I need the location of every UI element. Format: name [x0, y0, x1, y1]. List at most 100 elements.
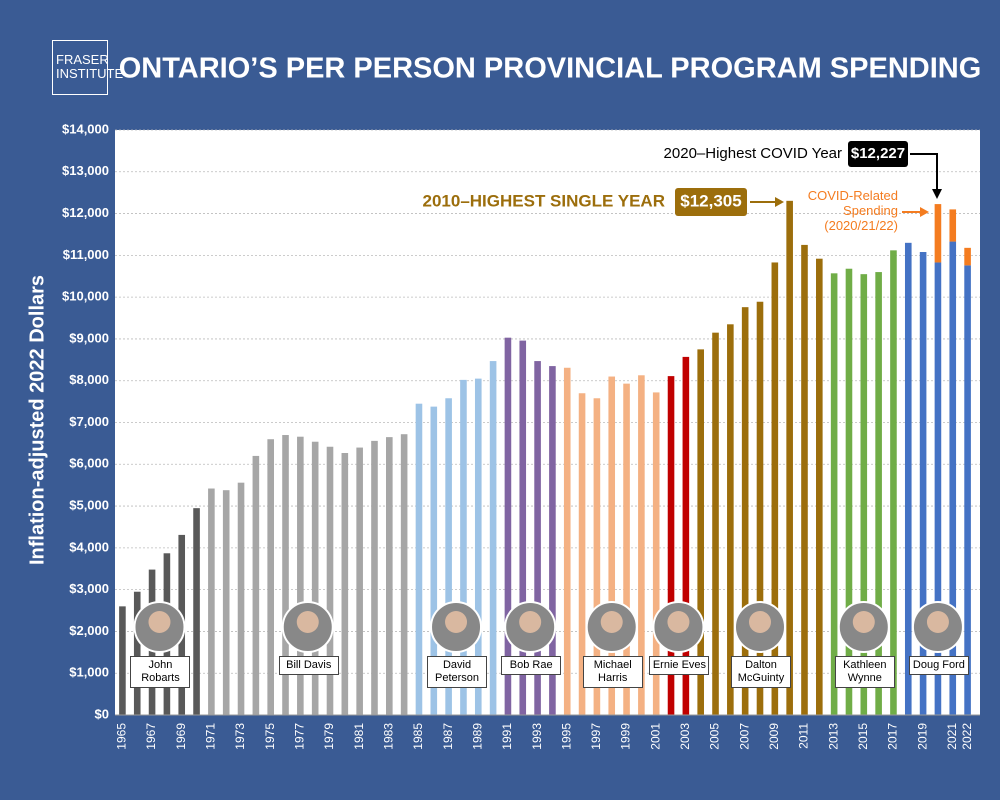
- bar: [875, 272, 882, 715]
- bar: [860, 274, 868, 715]
- bar: [415, 403, 423, 715]
- x-tick-label: 1999: [619, 723, 633, 750]
- bar: [311, 441, 319, 715]
- bar: [904, 242, 912, 716]
- y-tick-label: $2,000: [69, 623, 109, 638]
- x-tick-label: 2003: [678, 723, 692, 750]
- bar: [578, 393, 586, 715]
- bar: [593, 398, 601, 715]
- x-tick-label: 2015: [856, 723, 870, 750]
- x-tick-label: 1983: [381, 723, 395, 750]
- x-tick-label: 2013: [826, 723, 840, 750]
- annotation-value: $12,305: [680, 191, 741, 210]
- bar: [667, 376, 675, 715]
- premier-name: Bob Rae: [501, 656, 562, 675]
- x-tick-label: 1993: [530, 723, 544, 750]
- bar: [697, 349, 704, 715]
- arrow: [910, 153, 938, 192]
- bar: [549, 366, 556, 715]
- y-axis-label: Inflation-adjusted 2022 Dollars: [26, 275, 48, 565]
- portrait-face: [852, 611, 875, 633]
- x-tick-label: 1981: [352, 723, 366, 750]
- y-tick-label: $7,000: [69, 414, 109, 429]
- bar: [890, 250, 897, 716]
- x-tick-label: 1977: [293, 723, 307, 750]
- x-tick-label: 1971: [204, 723, 218, 750]
- bar: [830, 273, 838, 715]
- y-tick-label: $4,000: [69, 539, 109, 554]
- premier-name: Bill Davis: [278, 656, 339, 675]
- premier-name: Dalton McGuinty: [731, 656, 791, 688]
- y-tick-label: $8,000: [69, 372, 109, 387]
- bar: [386, 437, 393, 715]
- premier-name: Michael Harris: [582, 656, 643, 688]
- bar: [786, 200, 793, 715]
- bar: [919, 252, 927, 715]
- x-tick-label: 1995: [559, 723, 573, 750]
- x-tick-label: 1967: [144, 723, 158, 750]
- premier-name: Ernie Eves: [649, 656, 710, 675]
- bar: [371, 440, 378, 715]
- arrow-head: [932, 189, 942, 199]
- bar: [504, 337, 512, 715]
- arrow-head: [775, 197, 784, 207]
- bar: [222, 490, 230, 715]
- y-tick-label: $14,000: [62, 121, 109, 136]
- x-tick-label: 2022: [960, 723, 974, 750]
- bar: [430, 406, 438, 715]
- bar: [682, 356, 690, 715]
- annotation-box: [848, 141, 908, 167]
- bar: [623, 383, 630, 715]
- x-tick-label: 2021: [945, 723, 959, 750]
- y-tick-label: $11,000: [63, 247, 109, 262]
- bar: [608, 376, 616, 715]
- premier-name: David Peterson: [427, 656, 488, 688]
- x-tick-label: 2019: [915, 723, 929, 750]
- x-tick-label: 1997: [589, 723, 603, 750]
- bar: [460, 379, 467, 715]
- portrait-face: [926, 611, 949, 633]
- x-tick-label: 1989: [470, 723, 484, 750]
- arrow-head: [920, 207, 929, 217]
- premier-name: Doug Ford: [908, 656, 969, 675]
- x-tick-label: 1979: [322, 723, 336, 750]
- y-tick-label: $1,000: [69, 665, 109, 680]
- bar: [638, 375, 645, 715]
- logo: FRASER INSTITUTE: [52, 40, 123, 95]
- bar: [534, 361, 541, 715]
- y-tick-label: $12,000: [62, 205, 109, 220]
- bar: [727, 324, 734, 715]
- bar: [816, 258, 823, 715]
- bar: [845, 268, 853, 715]
- premier-name: Kathleen Wynne: [834, 656, 895, 688]
- bar: [741, 307, 749, 715]
- bar: [341, 453, 349, 715]
- bar: [771, 262, 779, 715]
- x-tick-label: 1987: [441, 723, 455, 750]
- bar: [964, 265, 971, 715]
- bar: [801, 244, 808, 716]
- y-tick-label: $3,000: [69, 581, 109, 596]
- y-tick-label: $10,000: [62, 289, 109, 304]
- bar: [474, 378, 482, 715]
- portrait-face: [667, 611, 690, 633]
- bar: [133, 591, 141, 715]
- bar: [934, 262, 942, 715]
- bar: [949, 209, 957, 242]
- bar: [563, 367, 571, 715]
- x-tick-label: 2007: [737, 723, 751, 750]
- x-tick-label: 2009: [767, 723, 781, 750]
- chart-title: ONTARIO’S PER PERSON PROVINCIAL PROGRAM …: [119, 53, 982, 85]
- bar: [237, 482, 245, 715]
- bar: [297, 436, 304, 715]
- bar: [252, 455, 260, 715]
- x-tick-label: 2001: [648, 723, 662, 750]
- bar: [282, 435, 289, 715]
- x-tick-label: 1985: [411, 723, 425, 750]
- bar: [519, 340, 527, 715]
- portrait-face: [296, 611, 319, 633]
- bar: [193, 508, 200, 715]
- bar: [119, 606, 126, 715]
